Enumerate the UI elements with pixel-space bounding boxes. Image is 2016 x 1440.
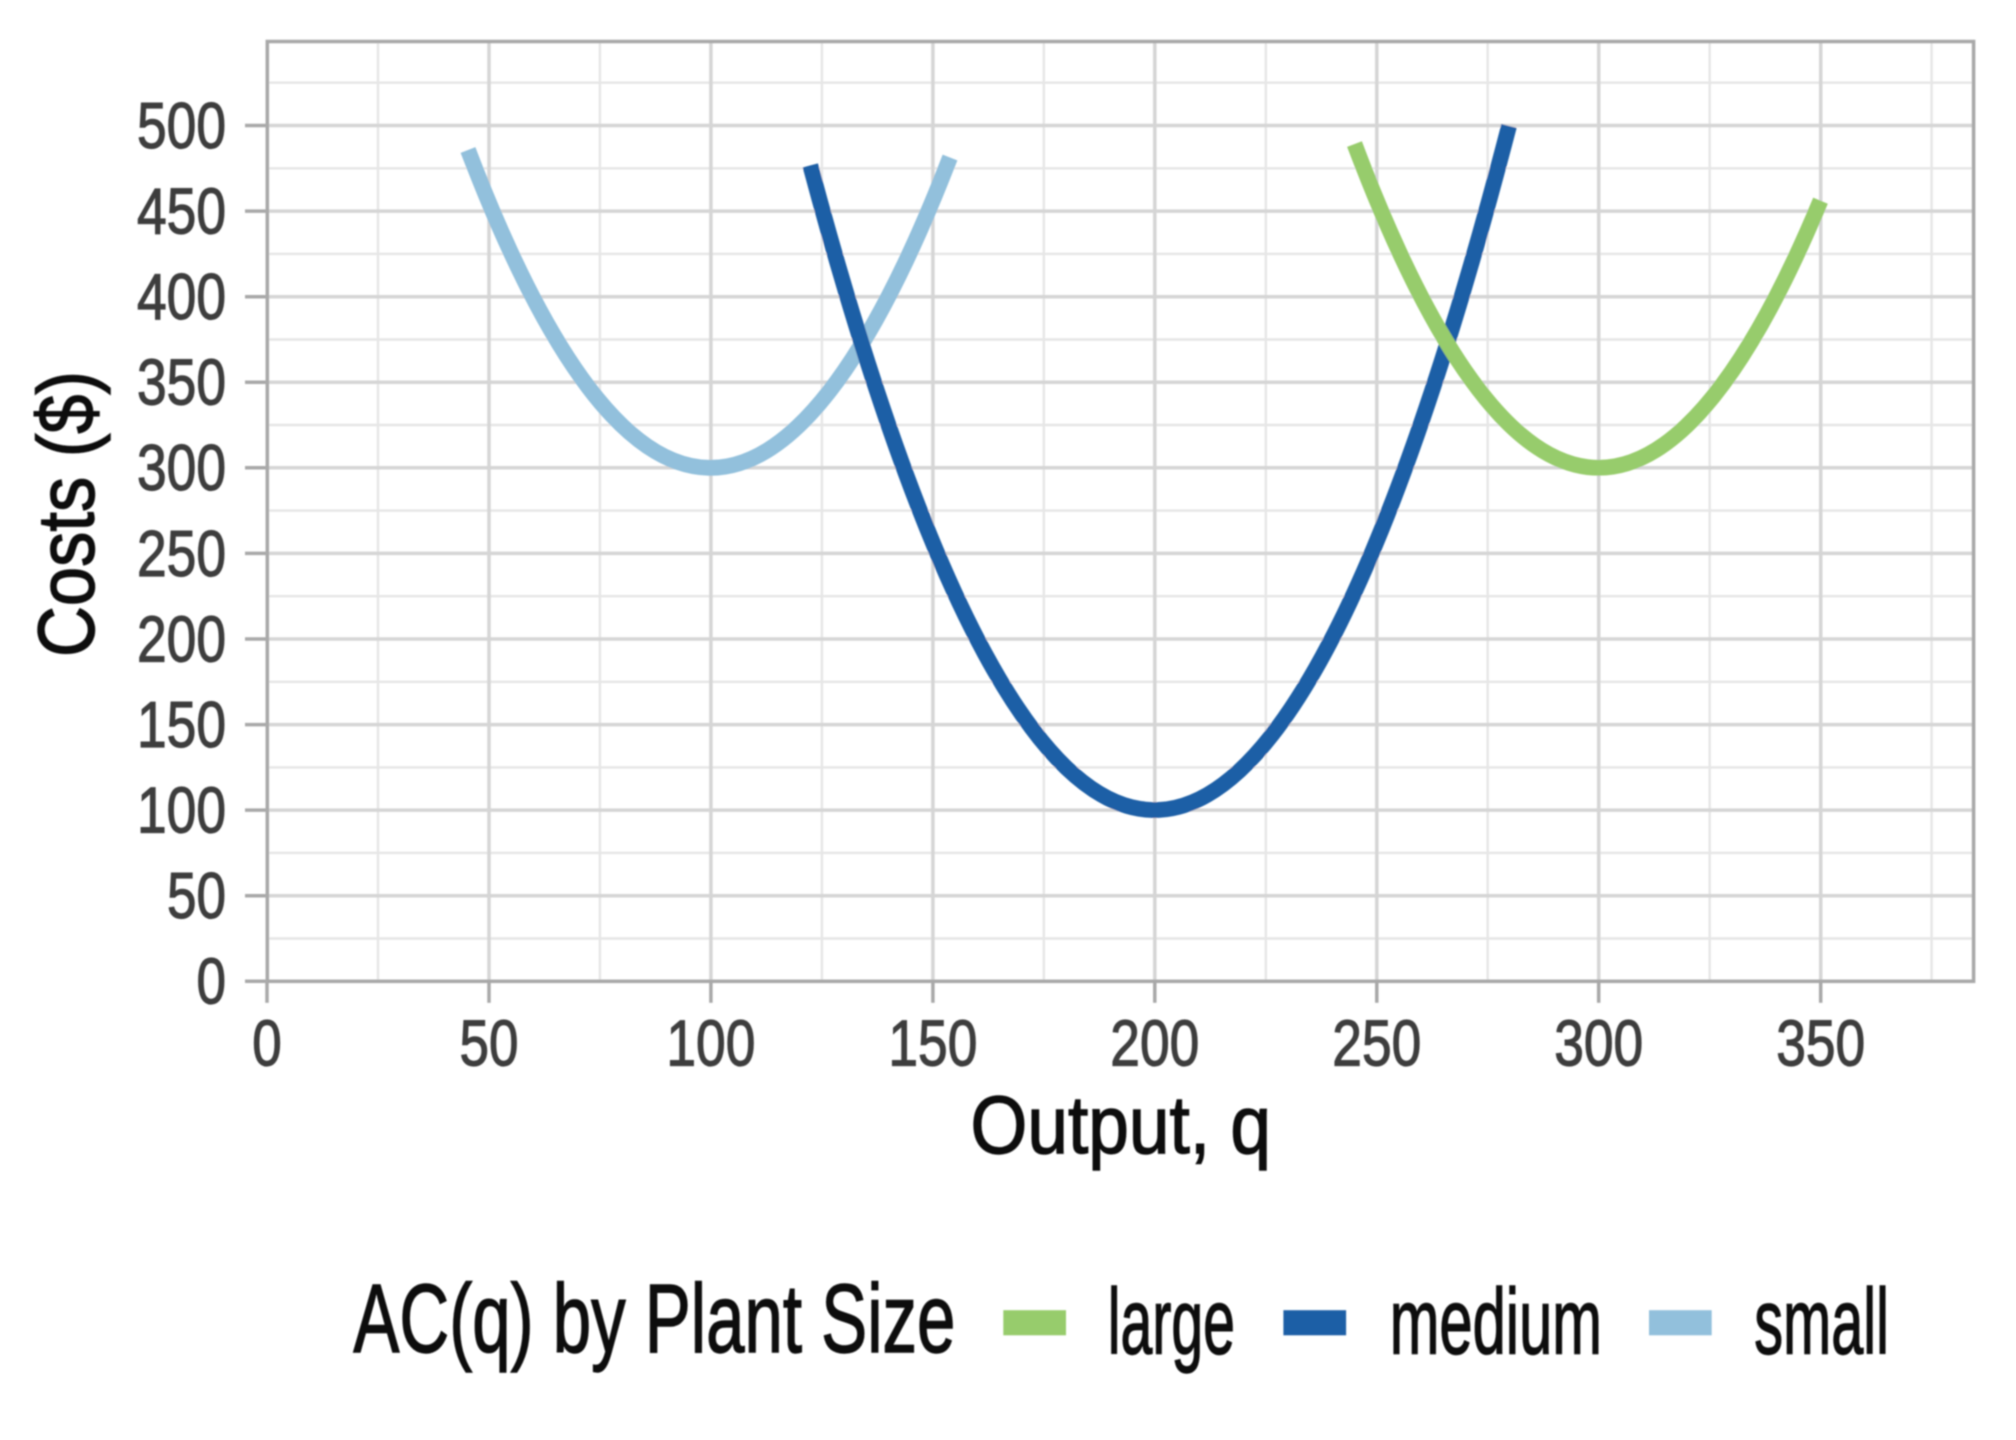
svg-text:small: small: [1754, 1270, 1889, 1374]
svg-text:450: 450: [137, 175, 226, 248]
svg-text:250: 250: [137, 517, 226, 590]
svg-text:300: 300: [137, 431, 226, 504]
svg-text:0: 0: [252, 1006, 282, 1079]
svg-text:0: 0: [197, 945, 227, 1018]
svg-text:150: 150: [888, 1006, 977, 1079]
svg-text:250: 250: [1332, 1006, 1421, 1079]
svg-text:50: 50: [460, 1006, 519, 1079]
svg-text:large: large: [1108, 1270, 1235, 1374]
svg-text:200: 200: [1110, 1006, 1199, 1079]
svg-text:200: 200: [137, 602, 226, 675]
svg-text:50: 50: [167, 859, 226, 932]
svg-text:AC(q) by Plant Size: AC(q) by Plant Size: [353, 1264, 955, 1373]
svg-text:100: 100: [137, 774, 226, 847]
svg-text:150: 150: [137, 688, 226, 761]
svg-text:Costs ($): Costs ($): [22, 371, 111, 657]
svg-text:300: 300: [1554, 1006, 1643, 1079]
svg-text:Output, q: Output, q: [971, 1080, 1272, 1171]
svg-text:100: 100: [666, 1006, 755, 1079]
svg-text:500: 500: [137, 89, 226, 162]
svg-text:medium: medium: [1390, 1270, 1602, 1374]
svg-text:350: 350: [137, 346, 226, 419]
svg-text:350: 350: [1776, 1006, 1865, 1079]
svg-text:400: 400: [137, 260, 226, 333]
